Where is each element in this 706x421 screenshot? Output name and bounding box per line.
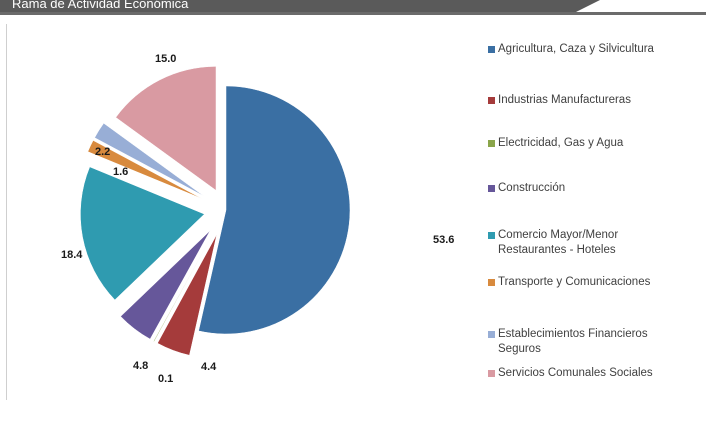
- legend-swatch: [488, 46, 495, 53]
- legend-item-servicios-comunales-sociales: Servicios Comunales Sociales: [488, 366, 653, 381]
- legend-label: Electricidad, Gas y Agua: [498, 137, 624, 149]
- legend-item-comercio-mayor-menor-restaurantes-hoteles: Comercio Mayor/Menor Restaurantes - Hotel…: [488, 228, 618, 258]
- header-tab: Rama de Actividad Económica: [0, 0, 600, 12]
- legend-item-establecimientos-financieros-seguros: Establecimientos Financieros Seguros: [488, 327, 648, 357]
- legend-label: Establecimientos Financieros Seguros: [498, 328, 648, 355]
- pie-slice-agricultura-caza-y-silvicultura: [198, 85, 351, 335]
- data-label-electricidad-gas-y-agua: 0.1: [158, 373, 173, 385]
- pie-slice-electricidad-gas-y-agua: [153, 232, 214, 343]
- legend-label: Construcción: [498, 182, 566, 194]
- legend-swatch: [488, 370, 495, 377]
- legend-item-construccion: Construcción: [488, 181, 565, 196]
- data-label-industrias-manufactureras: 4.4: [201, 361, 217, 373]
- legend-swatch: [488, 279, 495, 286]
- legend-label: Transporte y Comunicaciones: [498, 276, 651, 288]
- chart-legend: Agricultura, Caza y Silvicultura Industri…: [488, 32, 703, 392]
- legend-item-electricidad-gas-y-agua: Electricidad, Gas y Agua: [488, 136, 623, 151]
- header-title: Rama de Actividad Económica: [12, 0, 189, 11]
- legend-label: Agricultura, Caza y Silvicultura: [498, 43, 654, 55]
- pie-slice-construccion: [120, 230, 211, 340]
- pie-slice-industrias-manufactureras: [157, 234, 218, 356]
- legend-swatch: [488, 331, 495, 338]
- legend-item-transporte-y-comunicaciones: Transporte y Comunicaciones: [488, 275, 650, 290]
- pie-slice-establecimientos-financieros-seguros: [94, 122, 205, 197]
- pie-slice-servicios-comunales-sociales: [115, 66, 217, 191]
- chart-frame: [6, 24, 701, 400]
- legend-label: Comercio Mayor/Menor Restaurantes - Hotel…: [498, 229, 619, 256]
- legend-swatch: [488, 140, 495, 147]
- pie-slice-transporte-y-comunicaciones: [87, 140, 203, 200]
- data-label-transporte-y-comunicaciones: 1.6: [113, 166, 128, 178]
- legend-swatch: [488, 97, 495, 104]
- data-label-servicios-comunales-sociales: 15.0: [155, 53, 176, 65]
- legend-swatch: [488, 232, 495, 239]
- data-label-establecimientos-financieros-seguros: 2.2: [95, 146, 110, 158]
- legend-item-agricultura-caza-y-silvicultura: Agricultura, Caza y Silvicultura: [488, 42, 654, 57]
- pie-slice-comercio-mayor-menor-restaurantes-hoteles: [80, 166, 205, 301]
- legend-label: Servicios Comunales Sociales: [498, 367, 653, 379]
- data-label-construccion: 4.8: [133, 360, 148, 372]
- legend-item-industrias-manufactureras: Industrias Manufactureras: [488, 93, 631, 108]
- legend-swatch: [488, 185, 495, 192]
- header-rule: [0, 12, 706, 15]
- data-label-comercio-mayor-menor-restaurantes-hoteles: 18.4: [61, 249, 83, 261]
- data-label-agricultura-caza-y-silvicultura: 53.6: [433, 234, 454, 246]
- legend-label: Industrias Manufactureras: [498, 94, 631, 106]
